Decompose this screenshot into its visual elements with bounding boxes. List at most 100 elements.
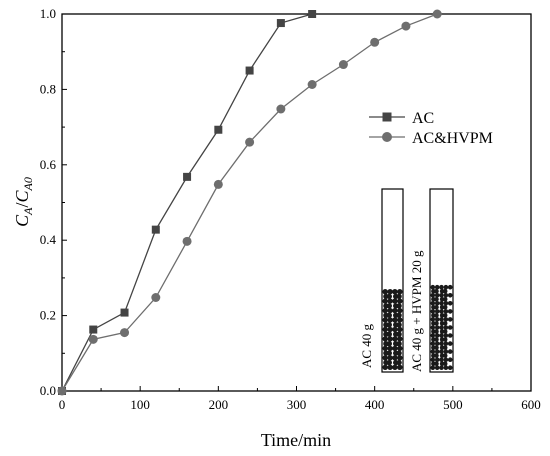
legend-label-ac-hvpm: AC&HVPM	[412, 130, 493, 147]
packing-particle	[382, 307, 388, 314]
packing-particle	[430, 333, 436, 338]
column-ac-packing	[382, 289, 403, 370]
y-tick-label: 1.0	[40, 6, 56, 21]
packing-particle	[443, 293, 449, 298]
packing-particle	[434, 345, 439, 350]
x-tick-label: 200	[209, 397, 229, 412]
packing-particle	[396, 303, 402, 309]
packing-particle	[439, 309, 444, 314]
packing-particle	[434, 297, 439, 302]
packing-particle	[443, 325, 449, 330]
packing-particle	[396, 350, 402, 356]
packing-particle	[397, 326, 403, 333]
packing-particle	[430, 341, 436, 346]
data-point	[401, 21, 411, 31]
packing-particle	[443, 349, 449, 354]
data-point	[307, 79, 317, 89]
data-point	[88, 334, 98, 344]
packing-particle	[439, 333, 444, 338]
packing-particle	[387, 307, 393, 314]
packing-particle	[434, 329, 439, 334]
packing-particle	[443, 309, 449, 314]
packing-particle	[442, 345, 448, 350]
packing-particle	[439, 317, 444, 322]
data-point	[120, 308, 129, 317]
y-tick-label: 0.4	[40, 232, 57, 247]
packing-particle	[434, 288, 439, 294]
packing-particle	[392, 364, 398, 370]
packing-particle	[434, 365, 440, 371]
packing-particle	[392, 317, 398, 323]
packing-particle	[382, 317, 388, 323]
packing-particle	[382, 289, 388, 295]
packing-particle	[434, 293, 440, 298]
packing-particle	[442, 297, 448, 302]
packing-particle	[443, 365, 449, 371]
packing-particle	[434, 309, 440, 314]
packing-particle	[430, 293, 436, 298]
legend-item-ac: AC	[369, 110, 434, 127]
packing-particle	[382, 336, 388, 342]
plot-frame	[61, 13, 532, 392]
column-ac-label: AC 40 g	[359, 323, 374, 368]
y-axis-title: CA/CA0	[12, 177, 35, 227]
packing-particle	[396, 322, 402, 328]
packing-particle	[434, 333, 440, 338]
series-line	[61, 13, 313, 392]
packing-particle	[447, 293, 453, 298]
packing-particle	[439, 365, 444, 371]
packing-particle	[387, 326, 393, 333]
packing-particle	[396, 341, 402, 347]
packing-particle	[386, 303, 392, 309]
legend-item-ac-hvpm: AC&HVPM	[369, 130, 493, 147]
inset-schematic: AC 40 g AC 40 g + HVPM 20 g	[359, 188, 454, 373]
packing-particle	[447, 301, 453, 306]
packing-particle	[443, 284, 449, 290]
packing-particle	[387, 317, 393, 323]
packing-particle	[386, 312, 392, 318]
packing-particle	[382, 345, 388, 352]
packing-particle	[382, 355, 388, 361]
packing-particle	[434, 357, 440, 363]
packing-particle	[396, 293, 402, 300]
packing-particle	[442, 353, 448, 358]
legend-marker-ac-hvpm	[382, 132, 392, 142]
packing-particle	[430, 301, 436, 306]
packing-particle	[434, 353, 439, 358]
packing-particle	[430, 325, 436, 330]
packing-particle	[447, 309, 453, 314]
packing-particle	[439, 357, 444, 363]
packing-particle	[439, 301, 444, 306]
x-tick-label: 500	[443, 397, 463, 412]
packing-particle	[434, 313, 439, 318]
packing-particle	[392, 289, 398, 295]
packing-particle	[392, 307, 398, 314]
data-point	[213, 179, 223, 189]
packing-particle	[386, 331, 392, 337]
data-point	[245, 66, 254, 75]
packing-particle	[442, 321, 448, 326]
y-tick-label: 0.0	[40, 383, 56, 398]
packing-particle	[442, 361, 448, 367]
packing-particle	[439, 349, 444, 354]
packing-particle	[439, 293, 444, 298]
data-point	[276, 104, 286, 114]
data-point	[308, 10, 317, 18]
x-tick-label: 300	[287, 397, 307, 412]
y-tick-label: 0.8	[40, 81, 56, 96]
data-point	[183, 172, 192, 181]
packing-particle	[434, 321, 439, 326]
packing-particle	[447, 349, 453, 354]
packing-particle	[434, 284, 440, 290]
y-tick-label: 0.6	[40, 157, 57, 172]
packing-particle	[386, 359, 392, 366]
data-point	[245, 137, 255, 147]
packing-particle	[447, 357, 453, 363]
packing-particle	[387, 336, 393, 342]
packing-particle	[439, 284, 444, 290]
packing-particle	[434, 317, 440, 322]
packing-particle	[430, 349, 436, 354]
packing-particle	[442, 305, 448, 310]
packing-particle	[382, 298, 388, 304]
packing-particle	[392, 298, 398, 304]
